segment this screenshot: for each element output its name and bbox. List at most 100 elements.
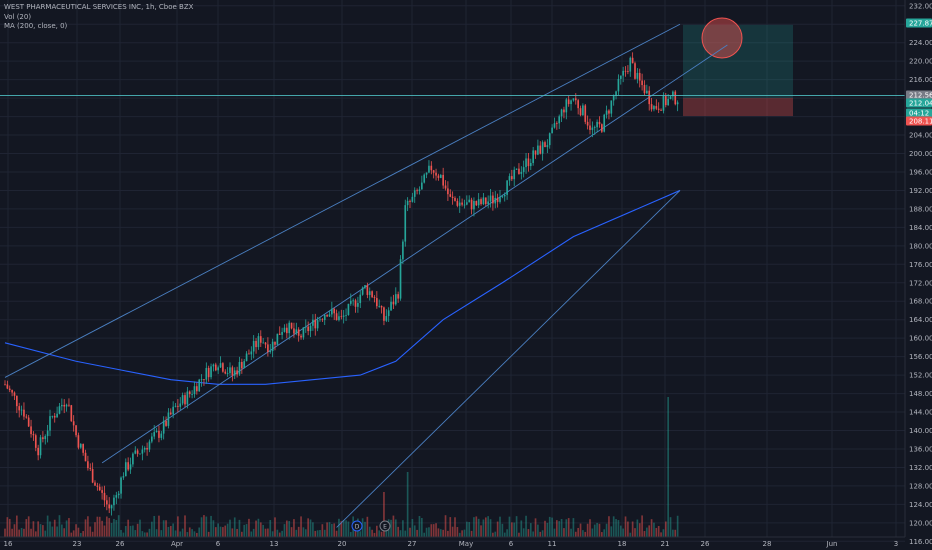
candle-body [413, 190, 416, 197]
time-tick-label: 28 [763, 540, 772, 548]
candle-body [439, 174, 442, 178]
volume-bar [143, 532, 146, 537]
channel-lower-line [336, 190, 681, 528]
volume-bar [184, 515, 186, 537]
candle-body [77, 435, 80, 448]
candle-body [203, 379, 205, 380]
candle-body [548, 133, 551, 146]
volume-bar [297, 526, 300, 537]
price-axis[interactable]: 116.00 120.00 124.00 128.00 132.00 136.00 140.… [904, 0, 932, 546]
volume-bar [629, 532, 632, 537]
price-tick-label: 140.00 [909, 427, 932, 435]
volume-bar [46, 515, 49, 537]
candle-body [127, 462, 129, 470]
volume-bar [16, 515, 18, 537]
time-tick-label: 23 [73, 540, 82, 548]
volume-bar [473, 517, 475, 537]
volume-bar [544, 520, 546, 537]
volume-bar [167, 526, 170, 537]
candle-body [307, 326, 309, 332]
candle-body [456, 200, 459, 206]
candle-body [39, 437, 42, 456]
candle-body [518, 168, 520, 174]
candle-body [89, 468, 92, 470]
candle-body [660, 109, 662, 111]
candle-body [397, 294, 399, 299]
volume-bar [458, 532, 461, 537]
volume-bar [250, 531, 253, 537]
candle-body [482, 197, 485, 205]
candle-body [591, 127, 594, 130]
candle-body [653, 106, 655, 110]
volume-bar [134, 530, 137, 537]
volume-bar [283, 524, 286, 537]
volume-bar [425, 527, 428, 537]
candle-body [447, 188, 449, 195]
candle-body [636, 72, 639, 79]
volume-bar [376, 525, 378, 537]
candle-body [385, 316, 388, 321]
candle-body [87, 461, 89, 469]
candle-body [37, 447, 39, 456]
volume-bar [27, 516, 30, 537]
candle-body [98, 486, 101, 491]
volume-bar [364, 521, 366, 537]
volume-bar [245, 524, 248, 537]
volume-bar [506, 529, 508, 537]
legend-ma[interactable]: MA (200, close, 0) [4, 22, 68, 30]
volume-bar [13, 524, 16, 537]
candle-body [603, 114, 606, 132]
volume-bar [257, 518, 260, 537]
time-axis[interactable]: 16 23 26 Apr 6 13 20 27 May 6 11 18 21 26 28 Jun 3 [0, 536, 905, 548]
candle-body [338, 316, 340, 321]
candle-body [302, 327, 305, 338]
volume-bar [44, 530, 47, 537]
price-label-box [906, 98, 932, 108]
candle-body [314, 319, 317, 329]
volume-bar [430, 524, 433, 537]
volume-bar [392, 515, 395, 537]
volume-bar [212, 520, 215, 537]
volume-bar [307, 518, 309, 537]
candle-body [167, 412, 170, 426]
channel-upper-line [4, 23, 681, 378]
candle-body [122, 476, 125, 478]
volume-bar [136, 523, 139, 537]
volume-bar [205, 516, 208, 537]
volume-bar [653, 522, 655, 537]
legend-title[interactable]: WEST PHARMACEUTICAL SERVICES INC, 1h, Cb… [4, 3, 194, 11]
candle-body [674, 91, 677, 105]
candle-body [503, 194, 506, 197]
candle-body [615, 91, 617, 96]
candle-body [432, 170, 435, 173]
volume-bar [515, 516, 518, 537]
price-tick-label: 148.00 [909, 390, 932, 398]
volume-bar [380, 531, 383, 537]
volume-bar [53, 519, 56, 537]
candle-body [143, 447, 146, 450]
candle-body [181, 395, 184, 404]
legend-volume[interactable]: Vol (20) [4, 12, 32, 21]
volume-bar [591, 528, 594, 537]
candle-body [11, 390, 13, 393]
candle-body [584, 105, 587, 122]
volume-bar [331, 523, 333, 537]
volume-bar [527, 529, 530, 537]
candle-body [207, 367, 210, 378]
volume-bar [664, 521, 667, 537]
price-tick-label: 132.00 [909, 464, 932, 472]
volume-bar [489, 519, 492, 537]
volume-bar [551, 517, 553, 537]
candle-body [589, 125, 591, 130]
candle-body [68, 404, 70, 406]
candles [4, 52, 679, 516]
volume-bar [657, 526, 660, 537]
candle-body [586, 121, 589, 126]
price-label-box [906, 18, 932, 28]
volume-bar [79, 532, 82, 537]
position-zones [683, 17, 793, 117]
candle-body [541, 142, 544, 154]
volume-bar [72, 530, 75, 537]
